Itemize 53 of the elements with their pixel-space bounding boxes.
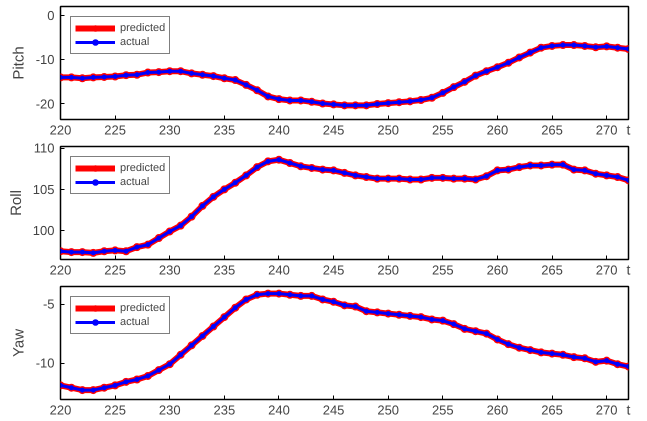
x-tick-label: 225 bbox=[104, 122, 126, 138]
legend-label: predicted bbox=[120, 161, 166, 175]
y-tick-label: 100 bbox=[32, 223, 55, 238]
legend-label: actual bbox=[120, 35, 150, 49]
x-axis-title: t bbox=[626, 122, 631, 138]
x-tick-label: 235 bbox=[214, 262, 236, 278]
x-tick-label: 255 bbox=[432, 262, 454, 278]
x-tick-label: 220 bbox=[50, 402, 72, 418]
x-tick-label: 250 bbox=[377, 122, 400, 138]
x-tick-label: 270 bbox=[596, 262, 618, 278]
x-tick-label: 230 bbox=[158, 122, 181, 138]
x-tick-label: 260 bbox=[486, 402, 508, 418]
legend-label: predicted bbox=[120, 301, 166, 315]
x-tick-label: 240 bbox=[268, 262, 290, 278]
y-axis-title: Roll bbox=[8, 190, 25, 216]
x-tick-label: 270 bbox=[596, 402, 618, 418]
x-tick-label: 220 bbox=[50, 262, 72, 278]
x-tick-label: 245 bbox=[322, 262, 344, 278]
x-tick-label: 260 bbox=[486, 262, 508, 278]
y-tick-label: 0 bbox=[47, 8, 55, 23]
x-tick-label: 255 bbox=[432, 122, 454, 138]
y-tick-label: -10 bbox=[36, 52, 55, 68]
x-tick-label: 250 bbox=[377, 402, 400, 418]
x-tick-label: 240 bbox=[268, 402, 290, 418]
x-tick-label: 235 bbox=[214, 122, 236, 138]
x-tick-label: 265 bbox=[541, 122, 563, 138]
y-tick-label: -10 bbox=[36, 356, 55, 371]
x-tick-label: 270 bbox=[596, 122, 618, 138]
y-tick-label: 105 bbox=[32, 182, 55, 197]
y-tick-label: 110 bbox=[34, 140, 55, 156]
x-tick-label: 250 bbox=[377, 262, 400, 278]
x-axis-title: t bbox=[626, 402, 631, 418]
x-tick-label: 240 bbox=[268, 122, 290, 138]
y-tick-label: -20 bbox=[36, 96, 55, 112]
x-tick-label: 225 bbox=[104, 402, 126, 418]
legend-label: predicted bbox=[120, 21, 166, 35]
x-tick-label: 265 bbox=[541, 402, 563, 418]
x-tick-label: 245 bbox=[322, 402, 344, 418]
x-axis-title: t bbox=[626, 262, 631, 278]
x-tick-label: 265 bbox=[541, 262, 563, 278]
x-tick-label: 260 bbox=[486, 122, 508, 138]
x-tick-label: 255 bbox=[432, 402, 454, 418]
y-axis-title: Pitch bbox=[10, 46, 28, 80]
legend-label: actual bbox=[120, 315, 150, 329]
x-tick-label: 235 bbox=[214, 402, 236, 418]
y-tick-label: -5 bbox=[42, 296, 55, 312]
x-tick-label: 230 bbox=[158, 262, 181, 278]
legend-label: actual bbox=[120, 175, 150, 189]
x-tick-label: 230 bbox=[158, 402, 181, 418]
x-tick-label: 220 bbox=[50, 122, 72, 138]
y-axis-title: Yaw bbox=[10, 328, 28, 358]
x-tick-label: 245 bbox=[322, 122, 344, 138]
x-tick-label: 225 bbox=[104, 262, 126, 278]
